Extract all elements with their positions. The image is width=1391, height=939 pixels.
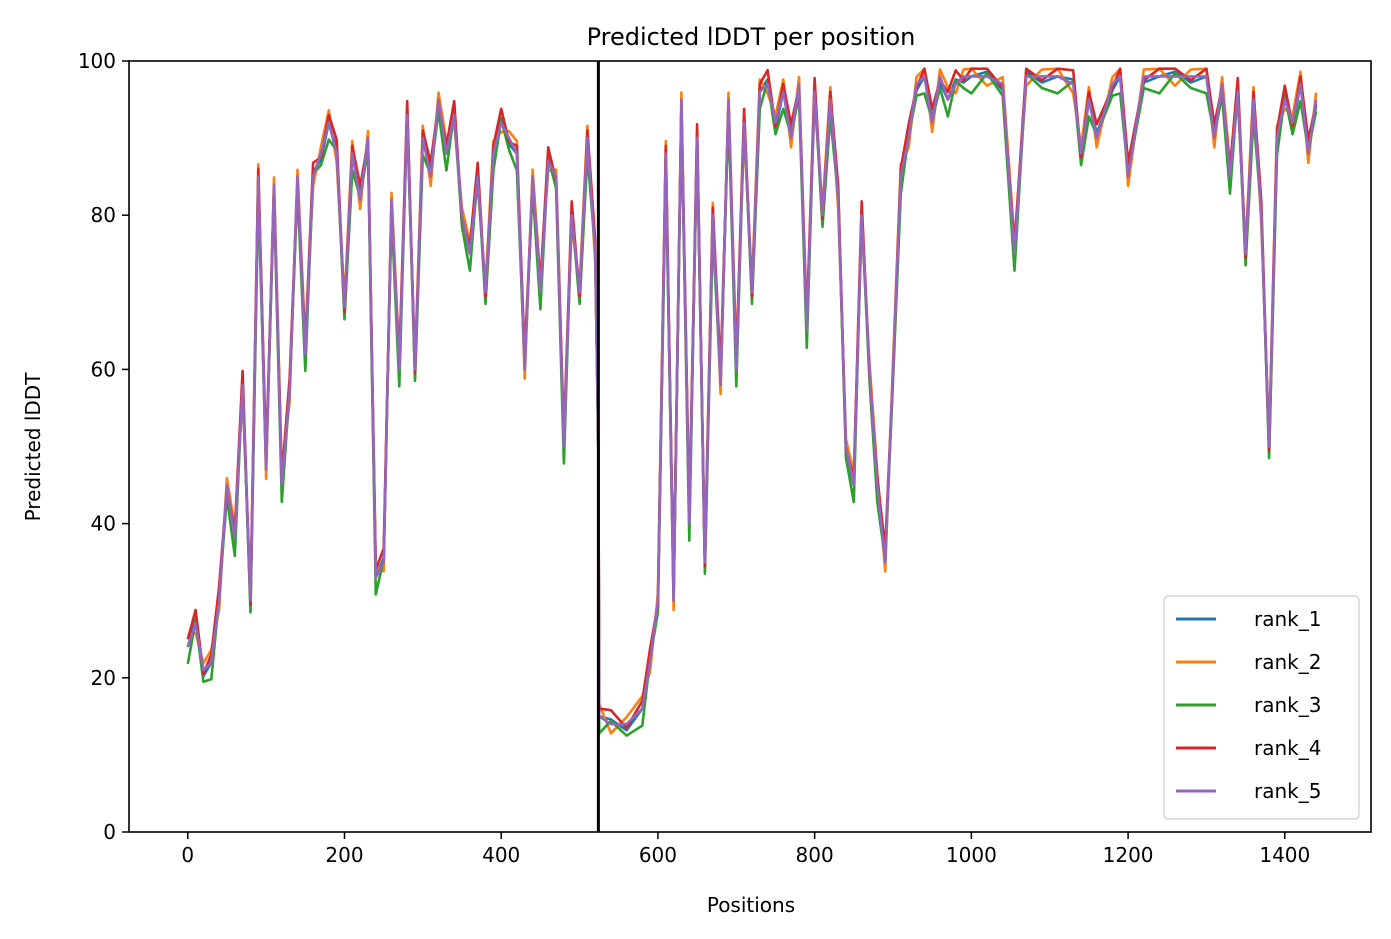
y-tick-label: 40: [91, 512, 116, 536]
x-tick-label: 800: [796, 843, 834, 867]
y-tick-label: 0: [103, 820, 116, 844]
legend-label-rank_4: rank_4: [1254, 736, 1321, 760]
y-tick-label: 20: [91, 666, 116, 690]
legend: rank_1 rank_2 rank_3 rank_4 rank_5: [1163, 595, 1360, 820]
series-line-rank_5: [186, 75, 1318, 726]
legend-frame: [1163, 595, 1360, 820]
legend-label-rank_2: rank_2: [1254, 650, 1321, 674]
x-tick-label: 600: [639, 843, 677, 867]
y-axis: 0 20 40 60 80 100: [78, 49, 129, 844]
legend-label-rank_5: rank_5: [1254, 779, 1321, 803]
x-axis-label: Positions: [707, 893, 795, 917]
y-axis-label: Predicted lDDT: [21, 372, 45, 522]
plot-area: [186, 61, 1318, 832]
x-axis: 0 200 400 600 800 1000 1200 1400: [181, 832, 1310, 867]
x-tick-label: 1000: [946, 843, 997, 867]
x-tick-label: 1200: [1103, 843, 1154, 867]
y-tick-label: 80: [91, 203, 116, 227]
x-tick-label: 1400: [1259, 843, 1310, 867]
legend-label-rank_1: rank_1: [1254, 607, 1321, 631]
y-tick-label: 60: [91, 357, 116, 381]
legend-label-rank_3: rank_3: [1254, 693, 1321, 717]
chart-title: Predicted lDDT per position: [587, 23, 916, 51]
y-tick-label: 100: [78, 49, 116, 73]
x-tick-label: 400: [482, 843, 520, 867]
plot-frame: [128, 60, 1372, 833]
x-tick-label: 200: [325, 843, 363, 867]
x-tick-label: 0: [181, 843, 194, 867]
series-layer: [186, 67, 1318, 737]
